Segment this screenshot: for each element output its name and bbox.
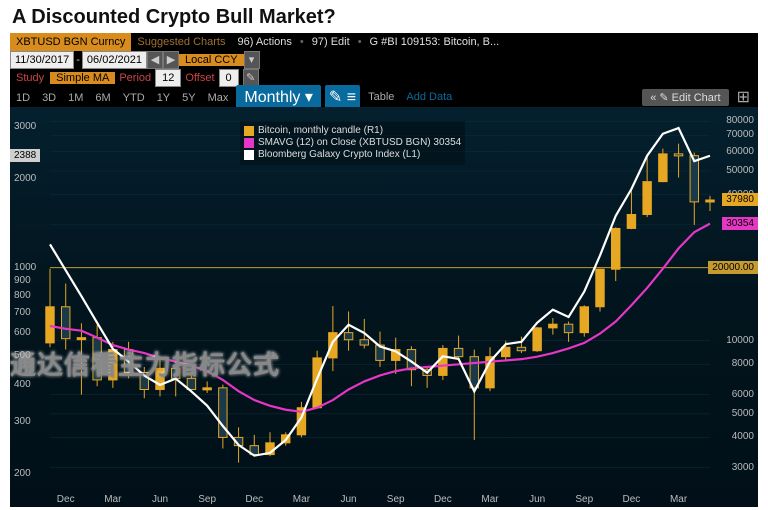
date-bar: 11/30/2017 - 06/02/2021 ◀ ▶ Local CCY ▾ (10, 51, 758, 69)
timeframe-6m[interactable]: 6M (89, 92, 116, 104)
table-toggle[interactable]: Table (362, 91, 400, 103)
date-to-input[interactable]: 06/02/2021 (82, 51, 147, 69)
currency-dropdown-icon[interactable]: ▾ (244, 51, 260, 69)
timeframe-active[interactable]: Monthly ▾ (236, 85, 321, 109)
timeframe-3d[interactable]: 3D (36, 92, 62, 104)
edit-menu[interactable]: 97) Edit (306, 33, 356, 51)
timeframe-5y[interactable]: 5Y (176, 92, 201, 104)
bloomberg-terminal: XBTUSD BGN Curncy Suggested Charts 96) A… (10, 33, 758, 507)
study-bar: Study Simple MA Period 12 Offset 0 ✎ (10, 69, 758, 87)
study-label: Study (10, 72, 50, 84)
offset-label: Offset (181, 72, 218, 84)
header-bar: XBTUSD BGN Curncy Suggested Charts 96) A… (10, 33, 758, 51)
watermark-text: 通达信看主力指标公式 (10, 345, 280, 382)
timeframe-1y[interactable]: 1Y (151, 92, 176, 104)
separator: • (356, 36, 364, 48)
edit-chart-button[interactable]: « ✎ Edit Chart (642, 89, 728, 106)
layout-icon[interactable]: ⊞ (737, 87, 750, 107)
offset-input[interactable]: 0 (219, 69, 239, 87)
symbol-chip[interactable]: XBTUSD BGN Curncy (10, 33, 131, 51)
chart-legend: Bitcoin, monthly candle (R1) SMAVG (12) … (240, 121, 465, 165)
timeframe-1d[interactable]: 1D (10, 92, 36, 104)
separator: • (298, 36, 306, 48)
period-label: Period (119, 72, 155, 84)
date-prev-button[interactable]: ◀ (147, 51, 163, 69)
currency-selector[interactable]: Local CCY (179, 54, 244, 66)
period-input[interactable]: 12 (155, 69, 181, 87)
legend-bitcoin: Bitcoin, monthly candle (R1) (258, 125, 383, 136)
legend-index: Bloomberg Galaxy Crypto Index (L1) (258, 149, 420, 160)
timeframe-1m[interactable]: 1M (62, 92, 89, 104)
chart-tools[interactable]: ✎ ≡ (325, 85, 360, 109)
add-data-link[interactable]: Add Data (400, 91, 458, 103)
timeframe-max[interactable]: Max (202, 92, 235, 104)
date-from-input[interactable]: 11/30/2017 (10, 51, 74, 69)
timeframe-ytd[interactable]: YTD (117, 92, 151, 104)
chart-plot[interactable]: Bitcoin, monthly candle (R1) SMAVG (12) … (10, 107, 758, 507)
study-type-selector[interactable]: Simple MA (50, 72, 115, 84)
chart-id-label: G #BI 109153: Bitcoin, B... (364, 33, 506, 51)
date-next-button[interactable]: ▶ (163, 51, 179, 69)
actions-menu[interactable]: 96) Actions (231, 33, 297, 51)
page-title: A Discounted Crypto Bull Market? (0, 0, 768, 33)
legend-sma: SMAVG (12) on Close (XBTUSD BGN) 30354 (258, 137, 461, 148)
suggested-charts-link[interactable]: Suggested Charts (131, 33, 231, 51)
timeframe-bar: 1D3D1M6MYTD1Y5YMax Monthly ▾ ✎ ≡ Table A… (10, 87, 758, 107)
